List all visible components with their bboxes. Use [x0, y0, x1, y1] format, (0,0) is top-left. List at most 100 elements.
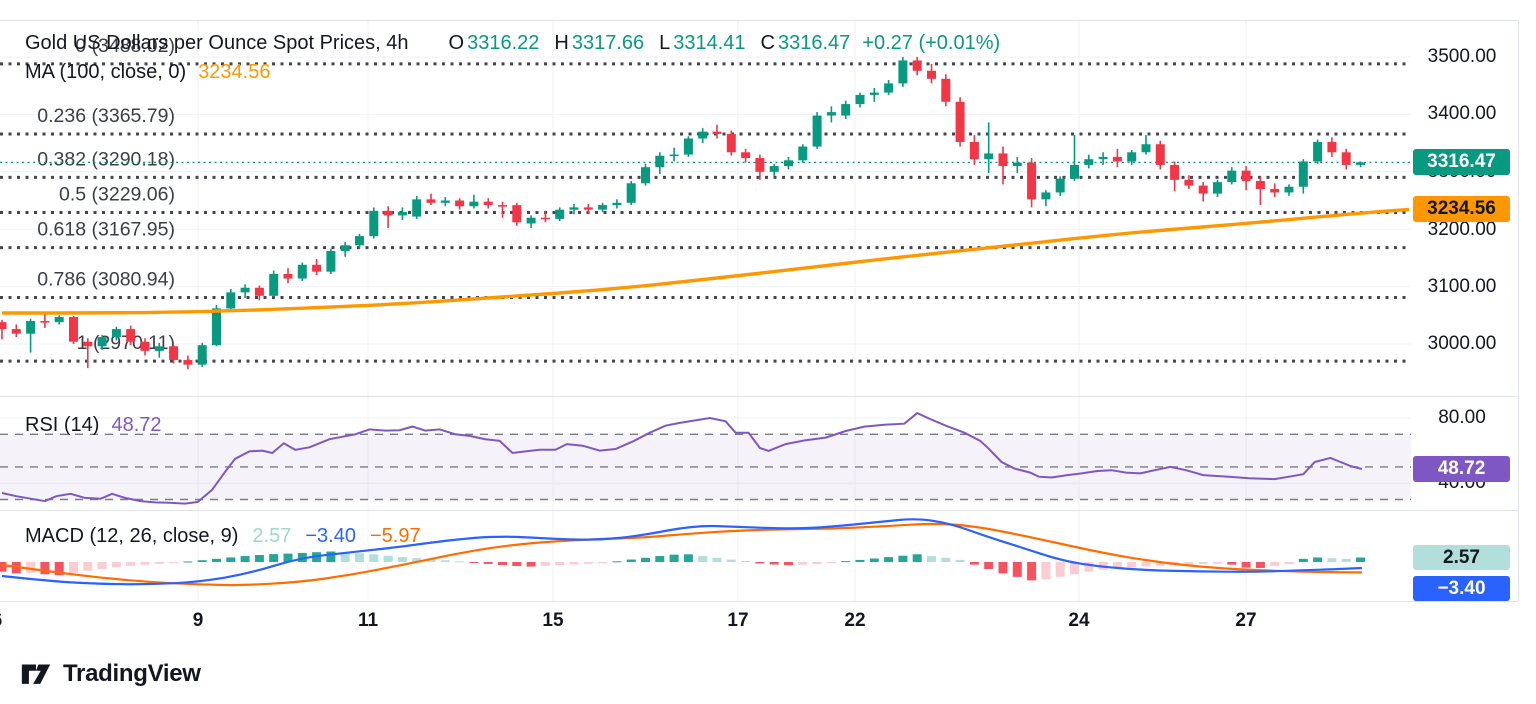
macd-histogram-bar — [612, 561, 622, 563]
candle — [440, 200, 450, 203]
macd-signal-line[interactable] — [1, 522, 1362, 587]
candle — [226, 292, 236, 309]
rsi-legend[interactable]: RSI (14) 48.72 — [25, 414, 162, 437]
macd-histogram-bar — [269, 554, 279, 562]
candle — [1070, 164, 1079, 179]
macd-histogram-bar — [941, 557, 951, 562]
candle — [26, 321, 36, 334]
candle — [826, 112, 836, 116]
candle — [283, 273, 293, 279]
candle — [540, 217, 550, 220]
candle — [1327, 141, 1337, 153]
candle — [126, 329, 136, 342]
candle — [1298, 161, 1308, 187]
candle — [598, 205, 608, 210]
fib-level-label: 0.618 (3167.95) — [37, 219, 175, 241]
candle — [641, 167, 650, 184]
candle — [254, 287, 264, 296]
macd-histogram-bar — [469, 562, 479, 563]
ma-legend[interactable]: MA (100, close, 0) 3234.56 — [25, 61, 270, 84]
candle — [1112, 156, 1122, 162]
candle — [197, 345, 207, 365]
macd-histogram-bar — [698, 556, 708, 562]
price-axis-label: 3400.00 — [1427, 103, 1497, 124]
macd-histogram-bar — [1327, 558, 1337, 562]
candle — [512, 205, 522, 223]
macd-histogram-bar — [397, 557, 407, 562]
candle — [183, 360, 193, 365]
candle — [1084, 159, 1094, 165]
candle — [383, 210, 393, 216]
candle — [297, 264, 307, 279]
rsi-label: RSI (14) — [25, 414, 100, 436]
macd-histogram-bar — [483, 562, 493, 564]
macd-histogram-bar — [626, 559, 636, 562]
candle — [1155, 144, 1165, 165]
candle — [984, 153, 994, 160]
candle — [1012, 162, 1022, 167]
candle — [1270, 189, 1280, 193]
candle — [998, 153, 1008, 167]
macd-histogram-bar — [1055, 562, 1065, 577]
candle — [397, 211, 407, 216]
macd-legend[interactable]: MACD (12, 26, close, 9) 2.57 −3.40 −5.97 — [25, 525, 421, 548]
candle — [812, 115, 822, 147]
candle — [369, 210, 379, 237]
ohlc-high-label: H — [554, 32, 569, 54]
ohlc-low-value: 3314.41 — [673, 32, 746, 54]
macd-histogram-bar — [655, 556, 665, 562]
candle — [355, 236, 364, 246]
macd-histogram-bar — [555, 562, 565, 566]
macd-histogram-bar — [683, 554, 693, 562]
macd-histogram-bar — [569, 562, 579, 565]
macd-histogram-bar — [498, 562, 507, 565]
candle — [1356, 162, 1365, 165]
ohlc-close-value: 3316.47 — [778, 32, 851, 54]
macd-histogram-bar — [426, 559, 436, 562]
candle — [969, 141, 979, 160]
rsi-line[interactable] — [1, 411, 1363, 505]
macd-line[interactable] — [1, 518, 1362, 586]
macd-histogram-bar — [254, 555, 264, 562]
candle — [483, 201, 493, 206]
tradingview-logo[interactable]: TradingView — [19, 657, 201, 691]
price-axis-label: 3500.00 — [1427, 46, 1497, 67]
candle — [612, 202, 622, 206]
candle — [1255, 180, 1265, 190]
candle — [0, 322, 7, 330]
macd-histogram-bar — [526, 562, 536, 567]
macd-histogram-bar — [726, 559, 736, 562]
candle — [1184, 179, 1194, 186]
macd-histogram-bar — [1084, 562, 1094, 572]
candle — [269, 273, 279, 296]
chart-canvas[interactable]: 0 (3488.02) 0.236 (3365.79) 0.382 (3290.18… — [0, 0, 1536, 650]
candle — [741, 152, 751, 159]
macd-histogram-bar — [984, 562, 994, 569]
macd-histogram-bar — [784, 562, 793, 566]
macd-histogram-bar — [111, 562, 121, 568]
candle — [655, 155, 665, 168]
symbol-legend[interactable]: Gold US Dollars per Ounce Spot Prices, 4… — [25, 32, 1000, 55]
macd-histogram-bar — [26, 562, 36, 573]
time-axis-label: 17 — [727, 610, 749, 631]
candle — [1170, 164, 1180, 180]
candle — [712, 131, 722, 134]
time-axis-label: 9 — [192, 610, 204, 631]
candle — [240, 287, 250, 293]
candle — [941, 78, 951, 102]
ma100-line[interactable] — [1, 207, 1410, 315]
candle — [326, 251, 336, 272]
candle — [855, 94, 865, 105]
macd-histogram-bar — [69, 562, 78, 573]
candle — [426, 199, 436, 203]
macd-histogram-bar — [97, 562, 107, 569]
macd-signal-value: −5.97 — [369, 525, 421, 547]
candle — [498, 205, 507, 207]
candle — [212, 308, 221, 346]
macd-histogram-bar — [1284, 562, 1294, 565]
candle — [11, 329, 21, 334]
ohlc-low-label: L — [659, 32, 671, 54]
rsi-axis-label: 80.00 — [1438, 407, 1486, 428]
candle — [1241, 170, 1251, 181]
macd-histogram-bar — [240, 556, 250, 562]
